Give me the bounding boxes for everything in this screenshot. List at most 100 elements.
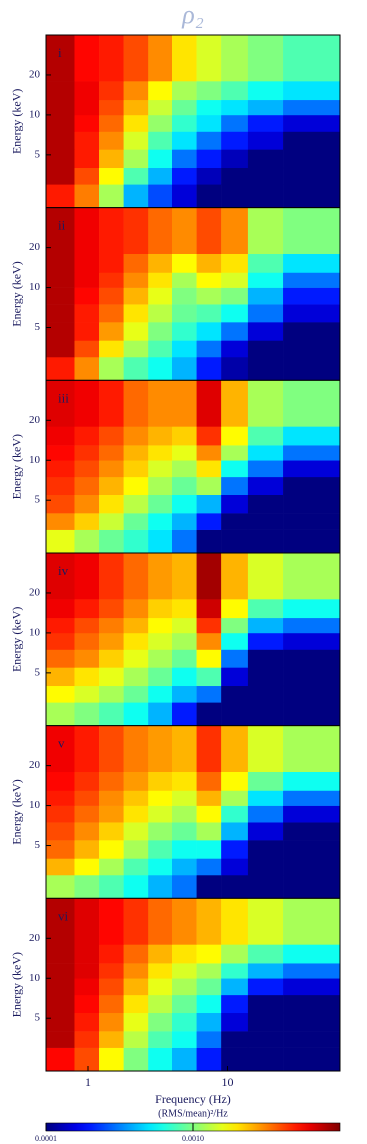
heat-cell	[196, 272, 222, 288]
heat-cell	[247, 426, 284, 446]
heat-cell	[221, 184, 249, 208]
heat-cell	[74, 340, 100, 358]
heat-cell	[148, 944, 173, 964]
heat-cell	[46, 978, 75, 996]
heat-cell	[148, 494, 173, 514]
heat-cell	[74, 322, 100, 341]
heat-cell	[221, 617, 249, 634]
heat-cell	[74, 790, 100, 806]
heat-cell	[172, 771, 197, 791]
heat-cell	[74, 1012, 100, 1032]
heat-cell	[283, 272, 341, 288]
heat-cell	[99, 426, 124, 446]
y-tick-label: 10	[29, 108, 41, 120]
heat-cell	[283, 460, 341, 478]
heat-cell	[148, 99, 173, 116]
heat-cell	[247, 1031, 284, 1048]
heat-cell	[196, 207, 222, 254]
heat-cell	[99, 649, 124, 668]
heat-cell	[196, 874, 222, 899]
heat-cell	[123, 858, 149, 876]
heat-cell	[148, 380, 173, 427]
heat-cell	[221, 840, 249, 859]
y-tick-label: 20	[29, 414, 41, 426]
heat-cell	[221, 167, 249, 185]
heat-cell	[46, 287, 75, 305]
heat-cell	[221, 340, 249, 358]
heat-cell	[247, 167, 284, 185]
heat-cell	[221, 287, 249, 305]
heat-cell	[221, 1012, 249, 1032]
heat-cell	[123, 874, 149, 899]
heat-cell	[46, 599, 75, 619]
heat-cell	[123, 725, 149, 773]
heat-cell	[74, 99, 100, 116]
heat-cell	[247, 149, 284, 169]
heat-cell	[99, 513, 124, 530]
heat-cell	[221, 81, 249, 101]
heat-cell	[74, 207, 100, 254]
heat-cell	[172, 553, 197, 600]
heat-cell	[221, 963, 249, 979]
heat-cell	[247, 272, 284, 288]
y-tick-label: 10	[29, 454, 41, 466]
heat-cell	[46, 874, 75, 899]
heat-cell	[283, 184, 341, 208]
heat-cell	[283, 898, 341, 945]
heat-cell	[99, 99, 124, 116]
heat-cell	[172, 494, 197, 514]
heat-cell	[46, 99, 75, 116]
heat-cell	[247, 81, 284, 101]
heat-cell	[221, 805, 249, 823]
heat-cell	[172, 725, 197, 773]
heat-cell	[221, 114, 249, 132]
heat-cell	[172, 476, 197, 496]
heat-cell	[172, 805, 197, 823]
heat-cell	[283, 529, 341, 554]
heat-cell	[283, 287, 341, 305]
heat-cell	[46, 494, 75, 514]
heat-cell	[172, 685, 197, 703]
heat-cell	[283, 599, 341, 619]
heat-cell	[148, 81, 173, 101]
heat-cell	[148, 149, 173, 169]
heat-cell	[196, 149, 222, 169]
heat-cell	[172, 460, 197, 478]
heat-cell	[46, 649, 75, 668]
heat-cell	[46, 460, 75, 478]
heat-cell	[123, 340, 149, 358]
heat-cell	[172, 978, 197, 996]
heat-cell	[148, 632, 173, 650]
heat-cell	[123, 322, 149, 341]
heat-cell	[196, 898, 222, 945]
heat-cell	[99, 702, 124, 726]
heat-cell	[221, 822, 249, 841]
heat-cell	[196, 460, 222, 478]
heat-cell	[221, 99, 249, 116]
heat-cell	[123, 599, 149, 619]
heat-cell	[221, 356, 249, 381]
heat-cell	[247, 805, 284, 823]
heat-cell	[283, 667, 341, 687]
heat-cell	[46, 322, 75, 341]
heat-cell	[196, 426, 222, 446]
heat-cell	[247, 476, 284, 496]
heat-cell	[172, 994, 197, 1014]
heat-cell	[196, 445, 222, 461]
heat-cell	[148, 822, 173, 841]
heat-cell	[74, 445, 100, 461]
heat-cell	[99, 149, 124, 169]
heat-cell	[99, 685, 124, 703]
heat-cell	[46, 529, 75, 554]
heat-cell	[123, 898, 149, 945]
heat-cell	[148, 553, 173, 600]
heat-cell	[74, 81, 100, 101]
heat-cell	[196, 944, 222, 964]
heat-cell	[74, 35, 100, 82]
heat-cell	[221, 304, 249, 323]
heat-cell	[283, 99, 341, 116]
heat-cell	[283, 944, 341, 964]
heat-cell	[283, 513, 341, 530]
heat-cell	[123, 149, 149, 169]
heat-cell	[46, 81, 75, 101]
